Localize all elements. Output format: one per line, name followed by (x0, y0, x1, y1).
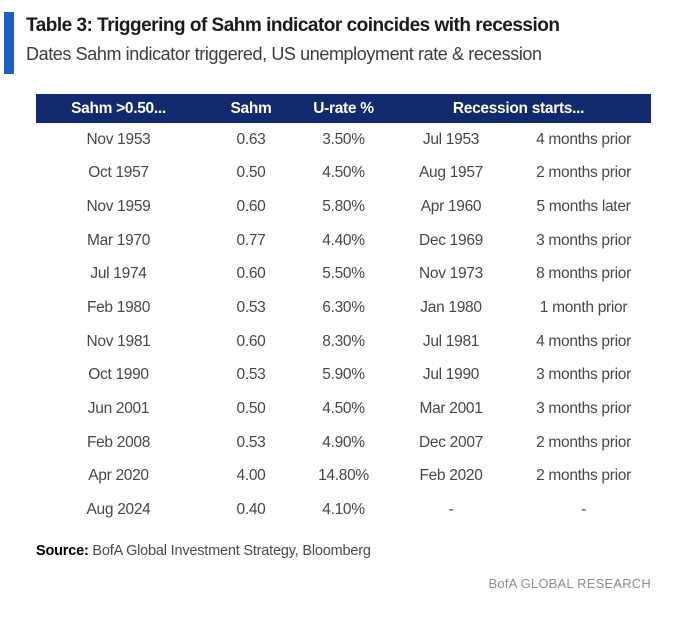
cell-recession-timing: 4 months prior (536, 332, 631, 350)
table-row: Feb 2008 0.53 4.90% Dec 2007 2 months pr… (36, 426, 651, 460)
table-row: Nov 1959 0.60 5.80% Apr 1960 5 months la… (36, 190, 651, 224)
cell-trigger-date: Nov 1959 (86, 198, 151, 216)
cell-u-rate: 3.50% (322, 130, 365, 148)
cell-sahm-value: 0.60 (236, 265, 266, 283)
cell-recession-timing: 8 months prior (536, 265, 631, 283)
cell-trigger-date: Apr 2020 (88, 467, 149, 485)
cell-sahm-value: 0.60 (236, 332, 266, 350)
bofa-global-research-brand: BofA GLOBAL RESEARCH (488, 576, 651, 591)
cell-sahm-value: 0.63 (236, 130, 266, 148)
cell-u-rate: 5.80% (322, 198, 365, 216)
cell-u-rate: 14.80% (318, 467, 369, 485)
column-header-recession-starts: Recession starts... (452, 99, 585, 117)
cell-recession-date: Mar 2001 (419, 400, 483, 418)
cell-recession-date: Nov 1973 (419, 265, 483, 283)
cell-trigger-date: Feb 2008 (86, 433, 151, 451)
cell-recession-timing: 3 months prior (536, 400, 631, 418)
table-row: Nov 1953 0.63 3.50% Jul 1953 4 months pr… (36, 123, 651, 157)
cell-trigger-date: Aug 2024 (86, 501, 151, 519)
cell-sahm-value: 0.40 (236, 501, 266, 519)
cell-recession-timing: 4 months prior (536, 130, 631, 148)
cell-recession-date: Dec 1969 (419, 231, 483, 249)
cell-recession-date: Jul 1990 (422, 366, 480, 384)
cell-u-rate: 4.50% (322, 400, 365, 418)
table-row: Jul 1974 0.60 5.50% Nov 1973 8 months pr… (36, 258, 651, 292)
cell-trigger-date: Mar 1970 (86, 231, 151, 249)
cell-u-rate: 4.90% (322, 433, 365, 451)
cell-u-rate: 8.30% (322, 332, 365, 350)
column-header-u-rate: U-rate % (313, 99, 374, 117)
cell-sahm-value: 0.60 (236, 198, 266, 216)
cell-recession-date: Dec 2007 (419, 433, 483, 451)
cell-recession-date: Apr 1960 (420, 198, 482, 216)
cell-u-rate: 4.10% (322, 501, 365, 519)
table-row: Oct 1990 0.53 5.90% Jul 1990 3 months pr… (36, 359, 651, 393)
cell-recession-date: - (448, 501, 454, 519)
page-title: Table 3: Triggering of Sahm indicator co… (26, 15, 560, 36)
cell-recession-timing: 5 months later (536, 198, 631, 216)
cell-u-rate: 5.90% (322, 366, 365, 384)
cell-sahm-value: 0.50 (236, 400, 266, 418)
cell-u-rate: 4.50% (322, 164, 365, 182)
cell-recession-timing: 3 months prior (536, 231, 631, 249)
sahm-recession-table: Sahm >0.50... Sahm U-rate % Recession st… (36, 94, 651, 527)
source-line: Source: BofA Global Investment Strategy,… (36, 543, 371, 559)
cell-recession-timing: 1 month prior (539, 299, 628, 317)
cell-trigger-date: Oct 1990 (88, 366, 149, 384)
cell-recession-timing: 2 months prior (536, 164, 631, 182)
title-accent-bar (4, 12, 14, 74)
table-row: Jun 2001 0.50 4.50% Mar 2001 3 months pr… (36, 392, 651, 426)
cell-sahm-value: 0.53 (236, 299, 266, 317)
table-row: Oct 1957 0.50 4.50% Aug 1957 2 months pr… (36, 157, 651, 191)
source-text: BofA Global Investment Strategy, Bloombe… (88, 543, 371, 559)
cell-trigger-date: Feb 1980 (86, 299, 151, 317)
table-row: Feb 1980 0.53 6.30% Jan 1980 1 month pri… (36, 291, 651, 325)
table-row: Mar 1970 0.77 4.40% Dec 1969 3 months pr… (36, 224, 651, 258)
cell-sahm-value: 4.00 (236, 467, 266, 485)
cell-recession-date: Jan 1980 (420, 299, 482, 317)
cell-trigger-date: Nov 1981 (86, 332, 151, 350)
cell-sahm-value: 0.53 (236, 433, 266, 451)
cell-recession-timing: - (581, 501, 586, 519)
cell-trigger-date: Jun 2001 (87, 400, 150, 418)
cell-recession-timing: 2 months prior (536, 433, 631, 451)
table-row: Aug 2024 0.40 4.10% - - (36, 493, 651, 527)
cell-sahm-value: 0.53 (236, 366, 266, 384)
cell-sahm-value: 0.50 (236, 164, 266, 182)
page-subtitle: Dates Sahm indicator triggered, US unemp… (26, 44, 542, 64)
cell-u-rate: 6.30% (322, 299, 365, 317)
table-body: Nov 1953 0.63 3.50% Jul 1953 4 months pr… (36, 123, 651, 527)
cell-recession-timing: 3 months prior (536, 366, 631, 384)
cell-recession-date: Jul 1953 (422, 130, 480, 148)
cell-u-rate: 4.40% (322, 231, 365, 249)
table-row: Nov 1981 0.60 8.30% Jul 1981 4 months pr… (36, 325, 651, 359)
cell-trigger-date: Nov 1953 (86, 130, 151, 148)
column-header-sahm: Sahm (230, 99, 272, 117)
cell-trigger-date: Oct 1957 (88, 164, 149, 182)
column-header-trigger-date: Sahm >0.50... (71, 99, 166, 117)
cell-recession-date: Jul 1981 (422, 332, 480, 350)
cell-trigger-date: Jul 1974 (90, 265, 147, 283)
table-header-row: Sahm >0.50... Sahm U-rate % Recession st… (36, 94, 651, 123)
table-row: Apr 2020 4.00 14.80% Feb 2020 2 months p… (36, 460, 651, 494)
cell-recession-date: Aug 1957 (419, 164, 483, 182)
cell-u-rate: 5.50% (322, 265, 365, 283)
cell-recession-date: Feb 2020 (419, 467, 483, 485)
cell-sahm-value: 0.77 (236, 231, 266, 249)
cell-recession-timing: 2 months prior (536, 467, 631, 485)
source-label: Source: (36, 543, 89, 559)
